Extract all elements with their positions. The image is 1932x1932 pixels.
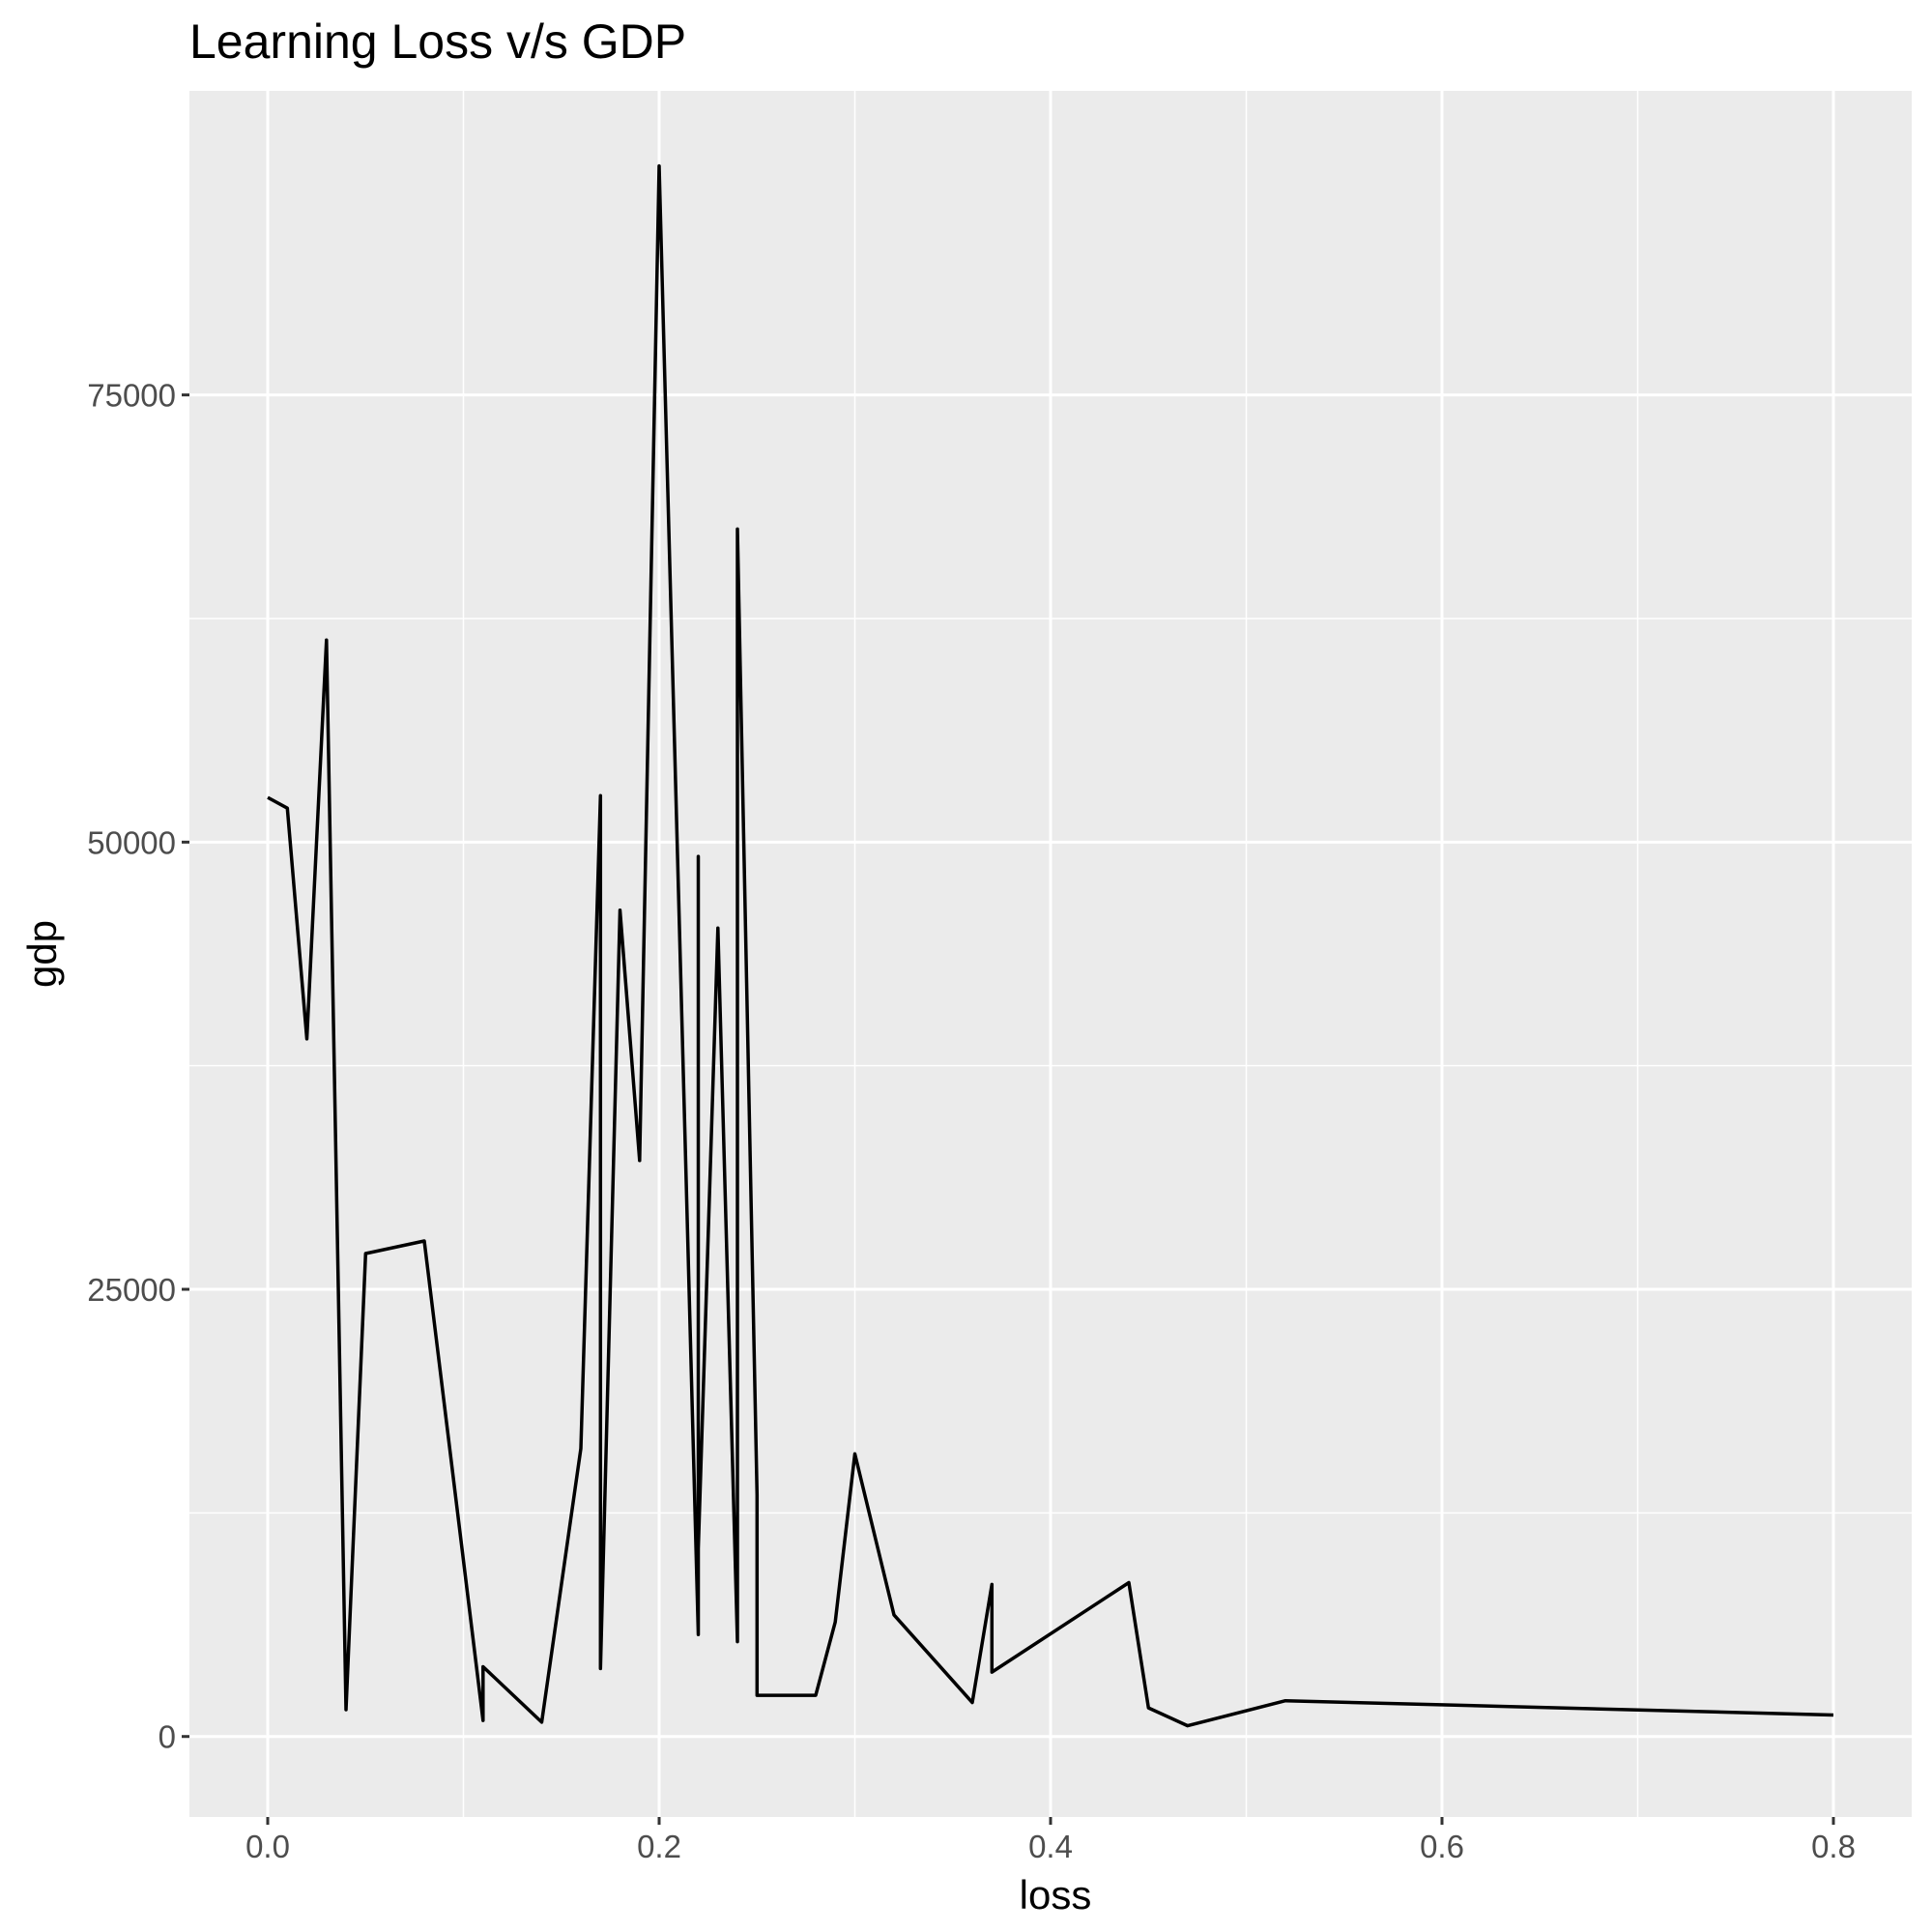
x-tick-label: 0.8: [1811, 1829, 1856, 1864]
y-tick-label: 0: [159, 1719, 176, 1755]
series-line: [267, 163, 1834, 1728]
y-tick-label: 50000: [87, 824, 176, 860]
x-tick-label: 0.2: [637, 1829, 681, 1864]
x-axis-title: loss: [1020, 1872, 1092, 1918]
x-tick-label: 0.0: [245, 1829, 290, 1864]
y-axis-title: gdp: [19, 920, 65, 988]
y-axis: 0 25000 50000 75000: [87, 378, 189, 1755]
x-tick-label: 0.6: [1420, 1829, 1464, 1864]
y-tick-label: 25000: [87, 1272, 176, 1308]
x-tick-label: 0.4: [1028, 1829, 1073, 1864]
grid-major: [189, 91, 1912, 1817]
x-axis: 0.0 0.2 0.4 0.6 0.8: [245, 1817, 1856, 1864]
chart-title: Learning Loss v/s GDP: [189, 14, 686, 69]
series-layer: [267, 163, 1834, 1728]
y-tick-label: 75000: [87, 378, 176, 414]
